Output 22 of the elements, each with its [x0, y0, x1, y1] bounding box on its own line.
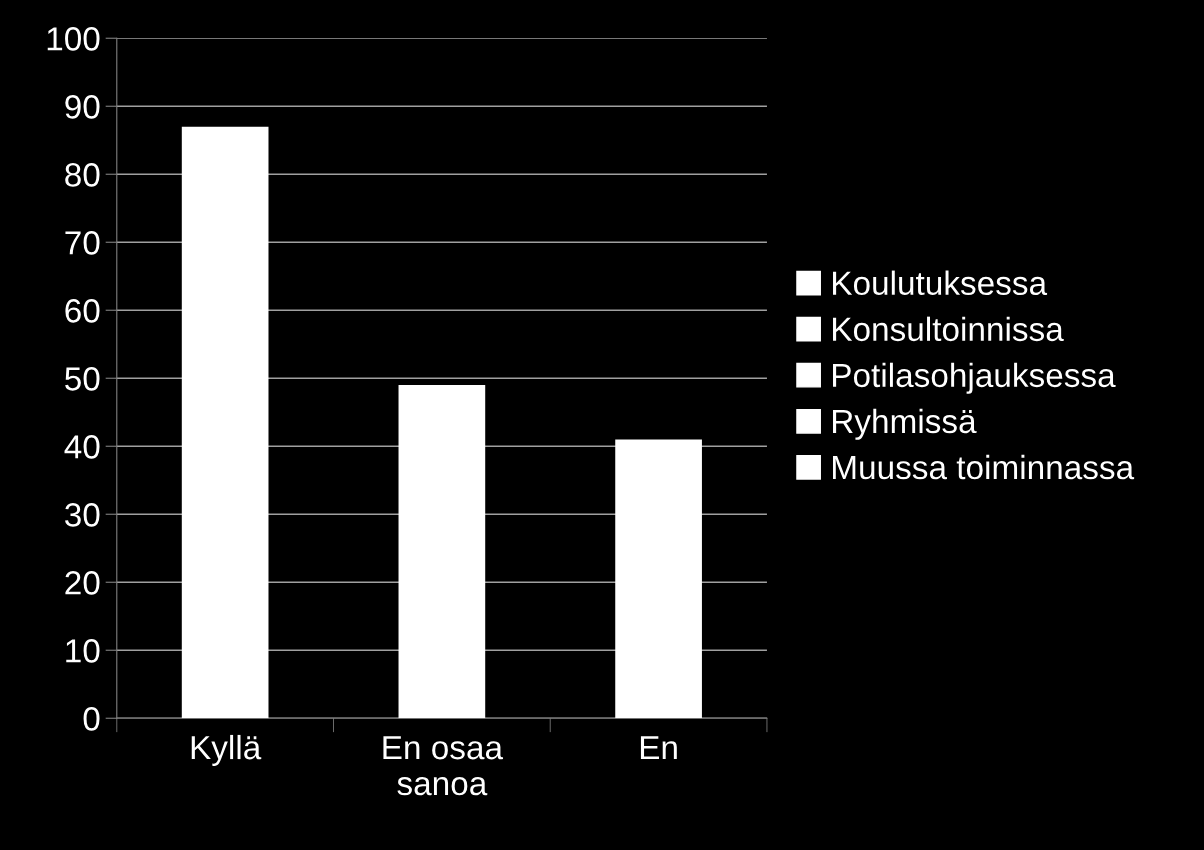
x-tick-label: Kyllä	[191, 734, 262, 766]
legend-label: Muussa toiminnassa	[833, 454, 1135, 480]
y-tick-label: 70	[65, 231, 100, 255]
bar	[615, 439, 702, 719]
y-tick-label: 40	[64, 435, 100, 459]
legend-label: Potilasohjauksessa	[833, 362, 1116, 394]
legend-label: Koulutuksessa	[833, 270, 1048, 296]
y-tick-label: 0	[83, 707, 100, 731]
y-tick-label: 80	[65, 163, 100, 187]
y-tick-label: 60	[65, 299, 100, 323]
y-tick-label: 20	[65, 571, 100, 595]
y-tick-label: 50	[65, 367, 100, 391]
y-tick-label: 10	[66, 639, 100, 663]
bar	[181, 126, 269, 719]
y-tick-label: 90	[65, 95, 100, 119]
legend-label: Ryhmissä	[833, 408, 977, 440]
x-tick-label: En osaa sanoa	[383, 736, 504, 796]
bar	[398, 385, 486, 719]
y-tick-label: 100	[47, 27, 100, 51]
y-tick-label: 30	[65, 503, 100, 527]
x-tick-label: En	[640, 736, 677, 760]
legend-label: Konsultoinnissa	[833, 316, 1064, 342]
